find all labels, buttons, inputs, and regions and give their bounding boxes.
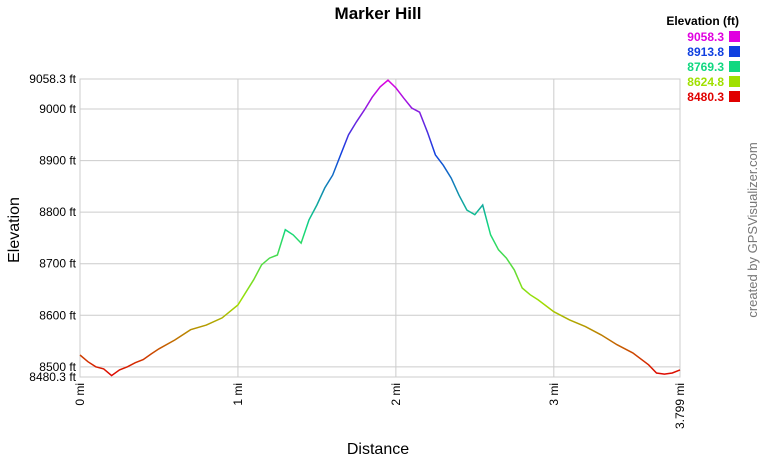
legend-label: 8913.8 xyxy=(687,45,724,59)
legend-label: 8624.8 xyxy=(687,75,724,89)
y-tick-label: 8800 ft xyxy=(39,205,76,219)
y-tick-label: 9000 ft xyxy=(39,102,76,116)
y-tick-label: 8480.3 ft xyxy=(29,370,76,384)
plot-frame xyxy=(79,78,681,378)
y-tick-label: 8500 ft xyxy=(39,360,76,374)
elevation-line xyxy=(79,79,681,377)
legend-label: 8769.3 xyxy=(687,60,724,74)
x-tick-label: 2 mi xyxy=(389,383,403,406)
x-tick-label: 3 mi xyxy=(547,383,561,406)
x-tick-label: 0 mi xyxy=(73,383,87,406)
x-tick-label: 1 mi xyxy=(231,383,245,406)
legend-swatch xyxy=(729,46,740,57)
legend-swatch xyxy=(729,31,740,42)
y-axis-title: Elevation xyxy=(6,197,23,263)
legend-swatch xyxy=(729,76,740,87)
y-tick-label: 8600 ft xyxy=(39,308,76,322)
legend-swatch xyxy=(729,61,740,72)
credit: created by GPSVisualizer.com xyxy=(745,142,760,317)
chart-title: Marker Hill xyxy=(335,4,422,23)
y-tick-label: 9058.3 ft xyxy=(29,72,76,86)
legend-title: Elevation (ft) xyxy=(666,14,739,28)
legend-swatch xyxy=(729,91,740,102)
x-axis-title: Distance xyxy=(347,441,409,458)
y-tick-label: 8900 ft xyxy=(39,154,76,168)
legend-label: 8480.3 xyxy=(687,90,724,104)
y-tick-label: 8700 ft xyxy=(39,257,76,271)
x-tick-label: 3.799 mi xyxy=(673,383,687,429)
legend-label: 9058.3 xyxy=(687,30,724,44)
